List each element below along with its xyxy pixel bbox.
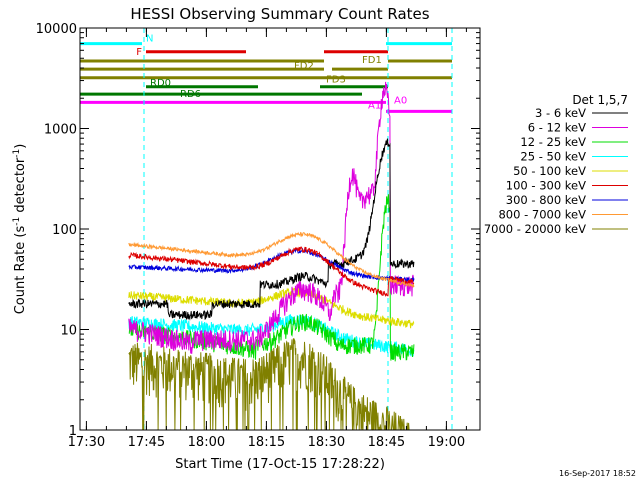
legend-title: Det 1,5,7: [572, 93, 628, 107]
series-line-50-100-: [128, 287, 415, 329]
y-tick-label: 10000: [36, 22, 77, 37]
series-line-800-7000-: [128, 231, 415, 288]
flag-label-fd3: FD3: [326, 75, 346, 86]
legend-label: 12 - 25 keV: [520, 135, 586, 149]
legend-label: 800 - 7000 keV: [498, 208, 586, 222]
x-axis-label: Start Time (17-Oct-15 17:28:22): [175, 457, 385, 472]
flags-layer: NF FD1 FD2 FD3 RD0 RD6 A1 A0: [80, 34, 452, 113]
y-tick-label: 100: [52, 223, 77, 238]
legend-label: 300 - 800 keV: [506, 193, 586, 207]
chart-title: HESSI Observing Summary Count Rates: [130, 5, 429, 23]
flag-label-rd0: RD0: [150, 78, 171, 89]
x-tick-label: 18:45: [368, 435, 405, 450]
y-tick-label: 1: [69, 424, 77, 439]
series-line-3-6-: [128, 138, 415, 321]
y-tick-label: 10: [60, 324, 77, 339]
x-tick-label: 18:00: [188, 435, 225, 450]
x-tick-label: 18:30: [308, 435, 345, 450]
legend-label: 6 - 12 keV: [528, 121, 586, 135]
y-axis-label: Count Rate (s-1 detector-1): [12, 144, 28, 315]
flag-label-fd2: FD2: [294, 61, 314, 72]
legend-label: 7000 - 20000 keV: [484, 222, 586, 236]
x-tick-label: 17:30: [68, 435, 105, 450]
series-line-6-12-: [128, 81, 415, 354]
flag-label-a1: A1: [368, 100, 381, 111]
legend-label: 50 - 100 keV: [513, 164, 586, 178]
x-tick-label: 18:15: [248, 435, 285, 450]
ticks-layer: 17:30 17:45 18:00 18:15 18:30 18:45 19:00 1 10 10…: [36, 22, 480, 450]
flag-label-rd6: RD6: [180, 89, 201, 100]
x-tick-label: 17:45: [128, 435, 165, 450]
flag-label-fd1: FD1: [362, 55, 382, 66]
footer-date: 16-Sep-2017 18:52: [559, 469, 636, 478]
x-tick-label: 19:00: [428, 435, 465, 450]
series-layer: [128, 81, 415, 431]
legend-label: 100 - 300 keV: [506, 179, 586, 193]
flag-label-f: F: [136, 47, 142, 58]
legend-label: 25 - 50 keV: [520, 150, 586, 164]
legend-label: 3 - 6 keV: [535, 106, 586, 120]
y-tick-label: 1000: [44, 123, 77, 138]
flag-label-n: N: [146, 34, 153, 45]
series-line-100-300-: [128, 245, 415, 297]
flag-label-a0: A0: [394, 95, 407, 106]
